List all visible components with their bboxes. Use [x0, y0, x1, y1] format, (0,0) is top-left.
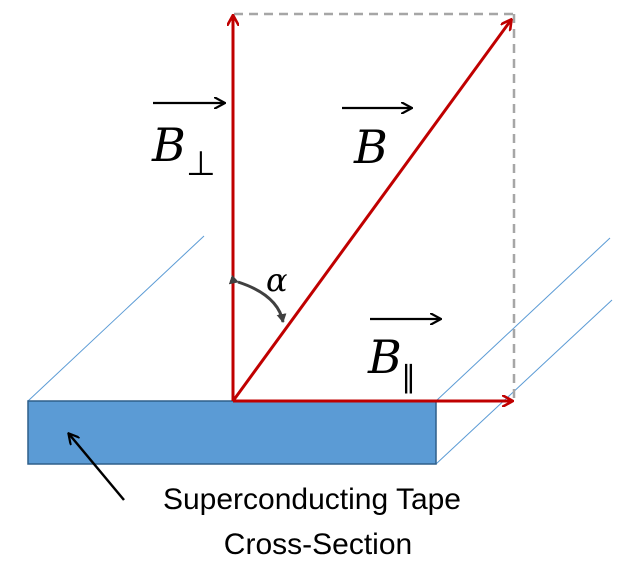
caption-line-2: Cross-Section — [224, 528, 412, 561]
tape-left-edge-line — [27, 235, 205, 402]
b-total-vector — [231, 20, 511, 402]
tape-right-edge-line-upper — [435, 237, 611, 402]
b-total-label: B — [342, 108, 411, 174]
tape-right-edge-line-lower — [435, 299, 613, 465]
b-total-symbol: B — [353, 120, 388, 174]
tape-cross-section — [27, 400, 437, 465]
b-perp-subscript: ⊥ — [186, 144, 216, 184]
caption-pointer-arrow — [69, 434, 125, 501]
b-perp-label: B ⊥ — [151, 103, 224, 184]
tape-perspective-lines — [27, 235, 613, 465]
b-parallel-symbol: B — [367, 330, 402, 384]
caption-line-1: Superconducting Tape — [163, 483, 461, 516]
angle-label: α — [266, 261, 288, 299]
angle-arc — [228, 274, 287, 323]
b-perp-symbol: B — [151, 118, 186, 172]
b-parallel-label: B ∥ — [367, 319, 440, 395]
b-parallel-subscript: ∥ — [401, 360, 416, 395]
dashed-rectangle — [234, 12, 516, 399]
